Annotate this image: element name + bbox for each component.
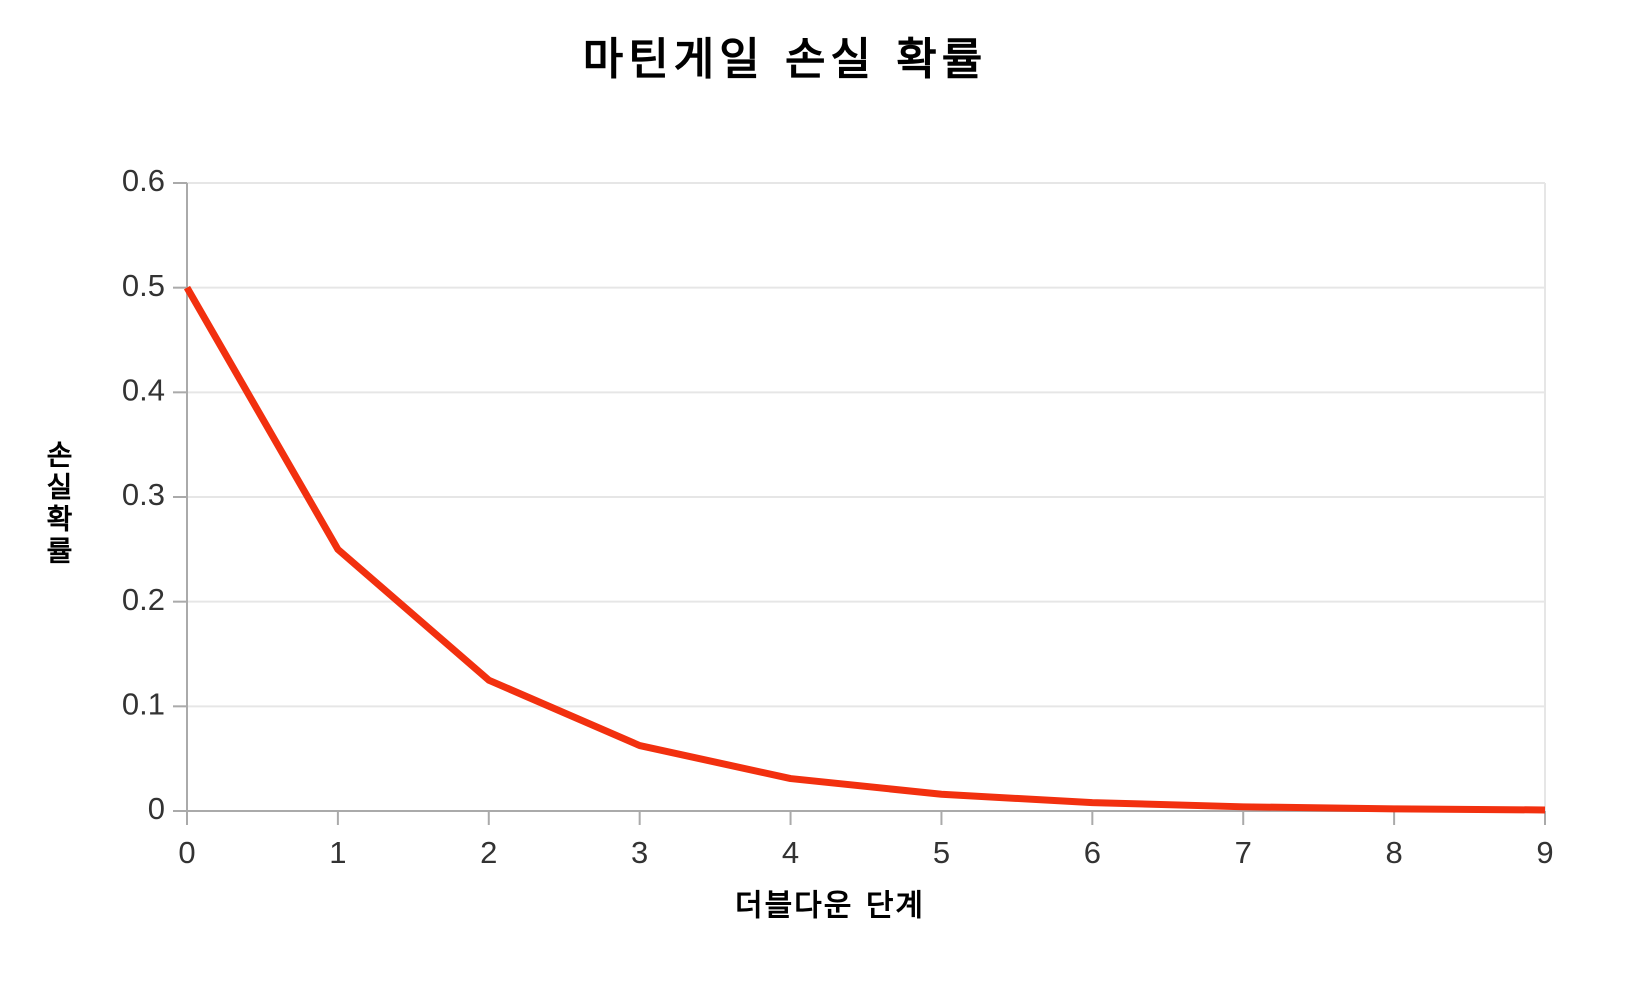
chart-title: 마틴게일 손실 확률: [583, 34, 987, 85]
x-tick-label: 9: [1536, 835, 1553, 870]
x-axis-label: 더블다운 단계: [735, 889, 925, 924]
y-tick-label: 0.4: [122, 373, 165, 408]
x-tick-label: 6: [1084, 835, 1101, 870]
y-tick-label: 0.1: [122, 687, 165, 722]
x-tick-label: 0: [178, 835, 195, 870]
y-tick-label: 0.6: [122, 163, 165, 198]
y-tick-label: 0.5: [122, 268, 165, 303]
y-tick-label: 0.3: [122, 477, 165, 512]
data-line: [183, 285, 1546, 814]
x-tick-label: 8: [1385, 835, 1402, 870]
x-tick-label: 1: [329, 835, 346, 870]
x-tick-label: 2: [480, 835, 497, 870]
y-tick-label: 0.2: [122, 582, 165, 617]
x-tick-label: 4: [782, 835, 799, 870]
x-tick-label: 5: [933, 835, 950, 870]
x-tick-label: 7: [1235, 835, 1252, 870]
y-axis-label: 손실확률: [42, 440, 75, 568]
y-tick-label: 0: [148, 791, 165, 826]
x-tick-label: 3: [631, 835, 648, 870]
